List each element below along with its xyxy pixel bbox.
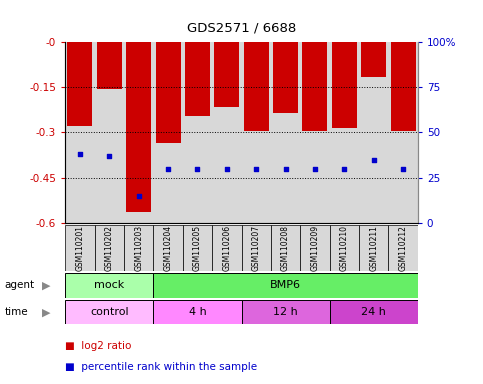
Bar	[361, 42, 386, 77]
Text: ▶: ▶	[42, 280, 50, 290]
Point	[370, 157, 378, 163]
Point	[399, 166, 407, 172]
Bar	[244, 42, 269, 131]
Text: GSM110210: GSM110210	[340, 225, 349, 271]
Bar	[154, 42, 183, 223]
Bar	[65, 300, 154, 324]
Bar	[273, 42, 298, 113]
Text: time: time	[5, 307, 28, 317]
Bar	[68, 42, 92, 126]
Bar	[332, 42, 357, 128]
Bar	[242, 42, 271, 223]
Point	[76, 151, 84, 157]
Text: GSM110205: GSM110205	[193, 225, 202, 271]
Text: ■  log2 ratio: ■ log2 ratio	[65, 341, 131, 351]
Point	[164, 166, 172, 172]
Bar	[214, 42, 239, 107]
Bar	[212, 42, 242, 223]
Bar	[154, 300, 242, 324]
Text: GSM110202: GSM110202	[105, 225, 114, 271]
Bar	[242, 300, 330, 324]
Point	[135, 193, 142, 199]
Text: control: control	[90, 307, 128, 317]
Bar	[185, 42, 210, 116]
Text: mock: mock	[94, 280, 125, 290]
Text: GDS2571 / 6688: GDS2571 / 6688	[187, 22, 296, 35]
Bar	[95, 225, 124, 271]
Bar	[65, 273, 154, 298]
Bar	[154, 225, 183, 271]
Bar	[329, 300, 418, 324]
Bar	[359, 225, 388, 271]
Bar	[359, 42, 388, 223]
Text: 4 h: 4 h	[188, 307, 206, 317]
Point	[311, 166, 319, 172]
Point	[252, 166, 260, 172]
Text: GSM110206: GSM110206	[222, 225, 231, 271]
Point	[282, 166, 289, 172]
Text: BMP6: BMP6	[270, 280, 301, 290]
Text: ▶: ▶	[42, 307, 50, 317]
Text: GSM110211: GSM110211	[369, 225, 378, 271]
Bar	[124, 225, 154, 271]
Bar	[126, 42, 151, 212]
Text: GSM110209: GSM110209	[311, 225, 319, 271]
Point	[105, 153, 113, 159]
Bar	[388, 225, 418, 271]
Bar	[183, 225, 212, 271]
Text: GSM110212: GSM110212	[398, 225, 408, 271]
Bar	[97, 42, 122, 89]
Text: 12 h: 12 h	[273, 307, 298, 317]
Bar	[300, 42, 330, 223]
Bar	[388, 42, 418, 223]
Text: GSM110201: GSM110201	[75, 225, 85, 271]
Text: GSM110208: GSM110208	[281, 225, 290, 271]
Bar	[271, 225, 300, 271]
Bar	[271, 42, 300, 223]
Text: GSM110207: GSM110207	[252, 225, 261, 271]
Point	[194, 166, 201, 172]
Text: 24 h: 24 h	[361, 307, 386, 317]
Bar	[124, 42, 154, 223]
Bar	[212, 225, 242, 271]
Bar	[242, 225, 271, 271]
Bar	[329, 225, 359, 271]
Text: GSM110204: GSM110204	[164, 225, 172, 271]
Bar	[300, 225, 329, 271]
Bar	[65, 42, 95, 223]
Bar	[183, 42, 212, 223]
Text: GSM110203: GSM110203	[134, 225, 143, 271]
Bar	[156, 42, 181, 143]
Bar	[391, 42, 415, 131]
Text: agent: agent	[5, 280, 35, 290]
Point	[223, 166, 231, 172]
Bar	[330, 42, 359, 223]
Point	[341, 166, 348, 172]
Bar	[154, 273, 418, 298]
Bar	[65, 225, 95, 271]
Bar	[95, 42, 124, 223]
Text: ■  percentile rank within the sample: ■ percentile rank within the sample	[65, 362, 257, 372]
Bar	[302, 42, 327, 131]
